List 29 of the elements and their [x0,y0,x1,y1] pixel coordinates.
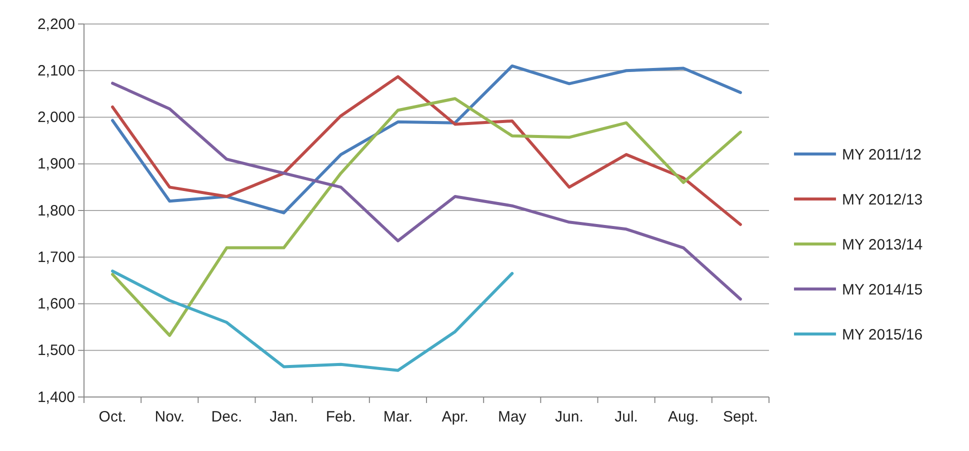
y-tick-label: 1,400 [37,388,75,406]
y-tick-label: 1,500 [37,342,75,360]
legend-label: MY 2014/15 [842,281,923,298]
y-tick-label: 2,000 [37,109,75,126]
x-tick-label: Oct. [98,408,126,426]
x-tick-label: Mar. [383,408,413,426]
line-series [111,97,742,337]
legend-label: MY 2012/13 [842,191,923,208]
line-series [111,82,742,301]
legend-label: MY 2011/12 [842,146,922,164]
x-tick-label: Nov. [154,408,184,426]
x-tick-label: Feb. [326,408,356,426]
x-tick-label: Apr. [442,408,468,426]
x-tick-label: Aug. [668,408,699,426]
legend-label: MY 2015/16 [842,326,923,344]
x-tick-label: Jun. [555,408,584,426]
y-tick-label: 1,700 [37,248,75,266]
y-tick-label: 2,200 [37,16,75,33]
y-tick-label: 1,800 [37,202,75,220]
x-tick-label: May [498,408,527,426]
y-tick-label: 2,100 [37,62,75,80]
x-tick-label: Jan. [270,408,298,426]
y-tick-label: 1,600 [37,296,75,313]
legend-label: MY 2013/14 [842,236,923,254]
x-tick-label: Jul. [614,408,638,426]
y-tick-label: 1,900 [37,156,75,173]
x-tick-label: Dec. [211,408,242,426]
line-series [111,270,514,372]
x-tick-label: Sept. [722,408,758,426]
